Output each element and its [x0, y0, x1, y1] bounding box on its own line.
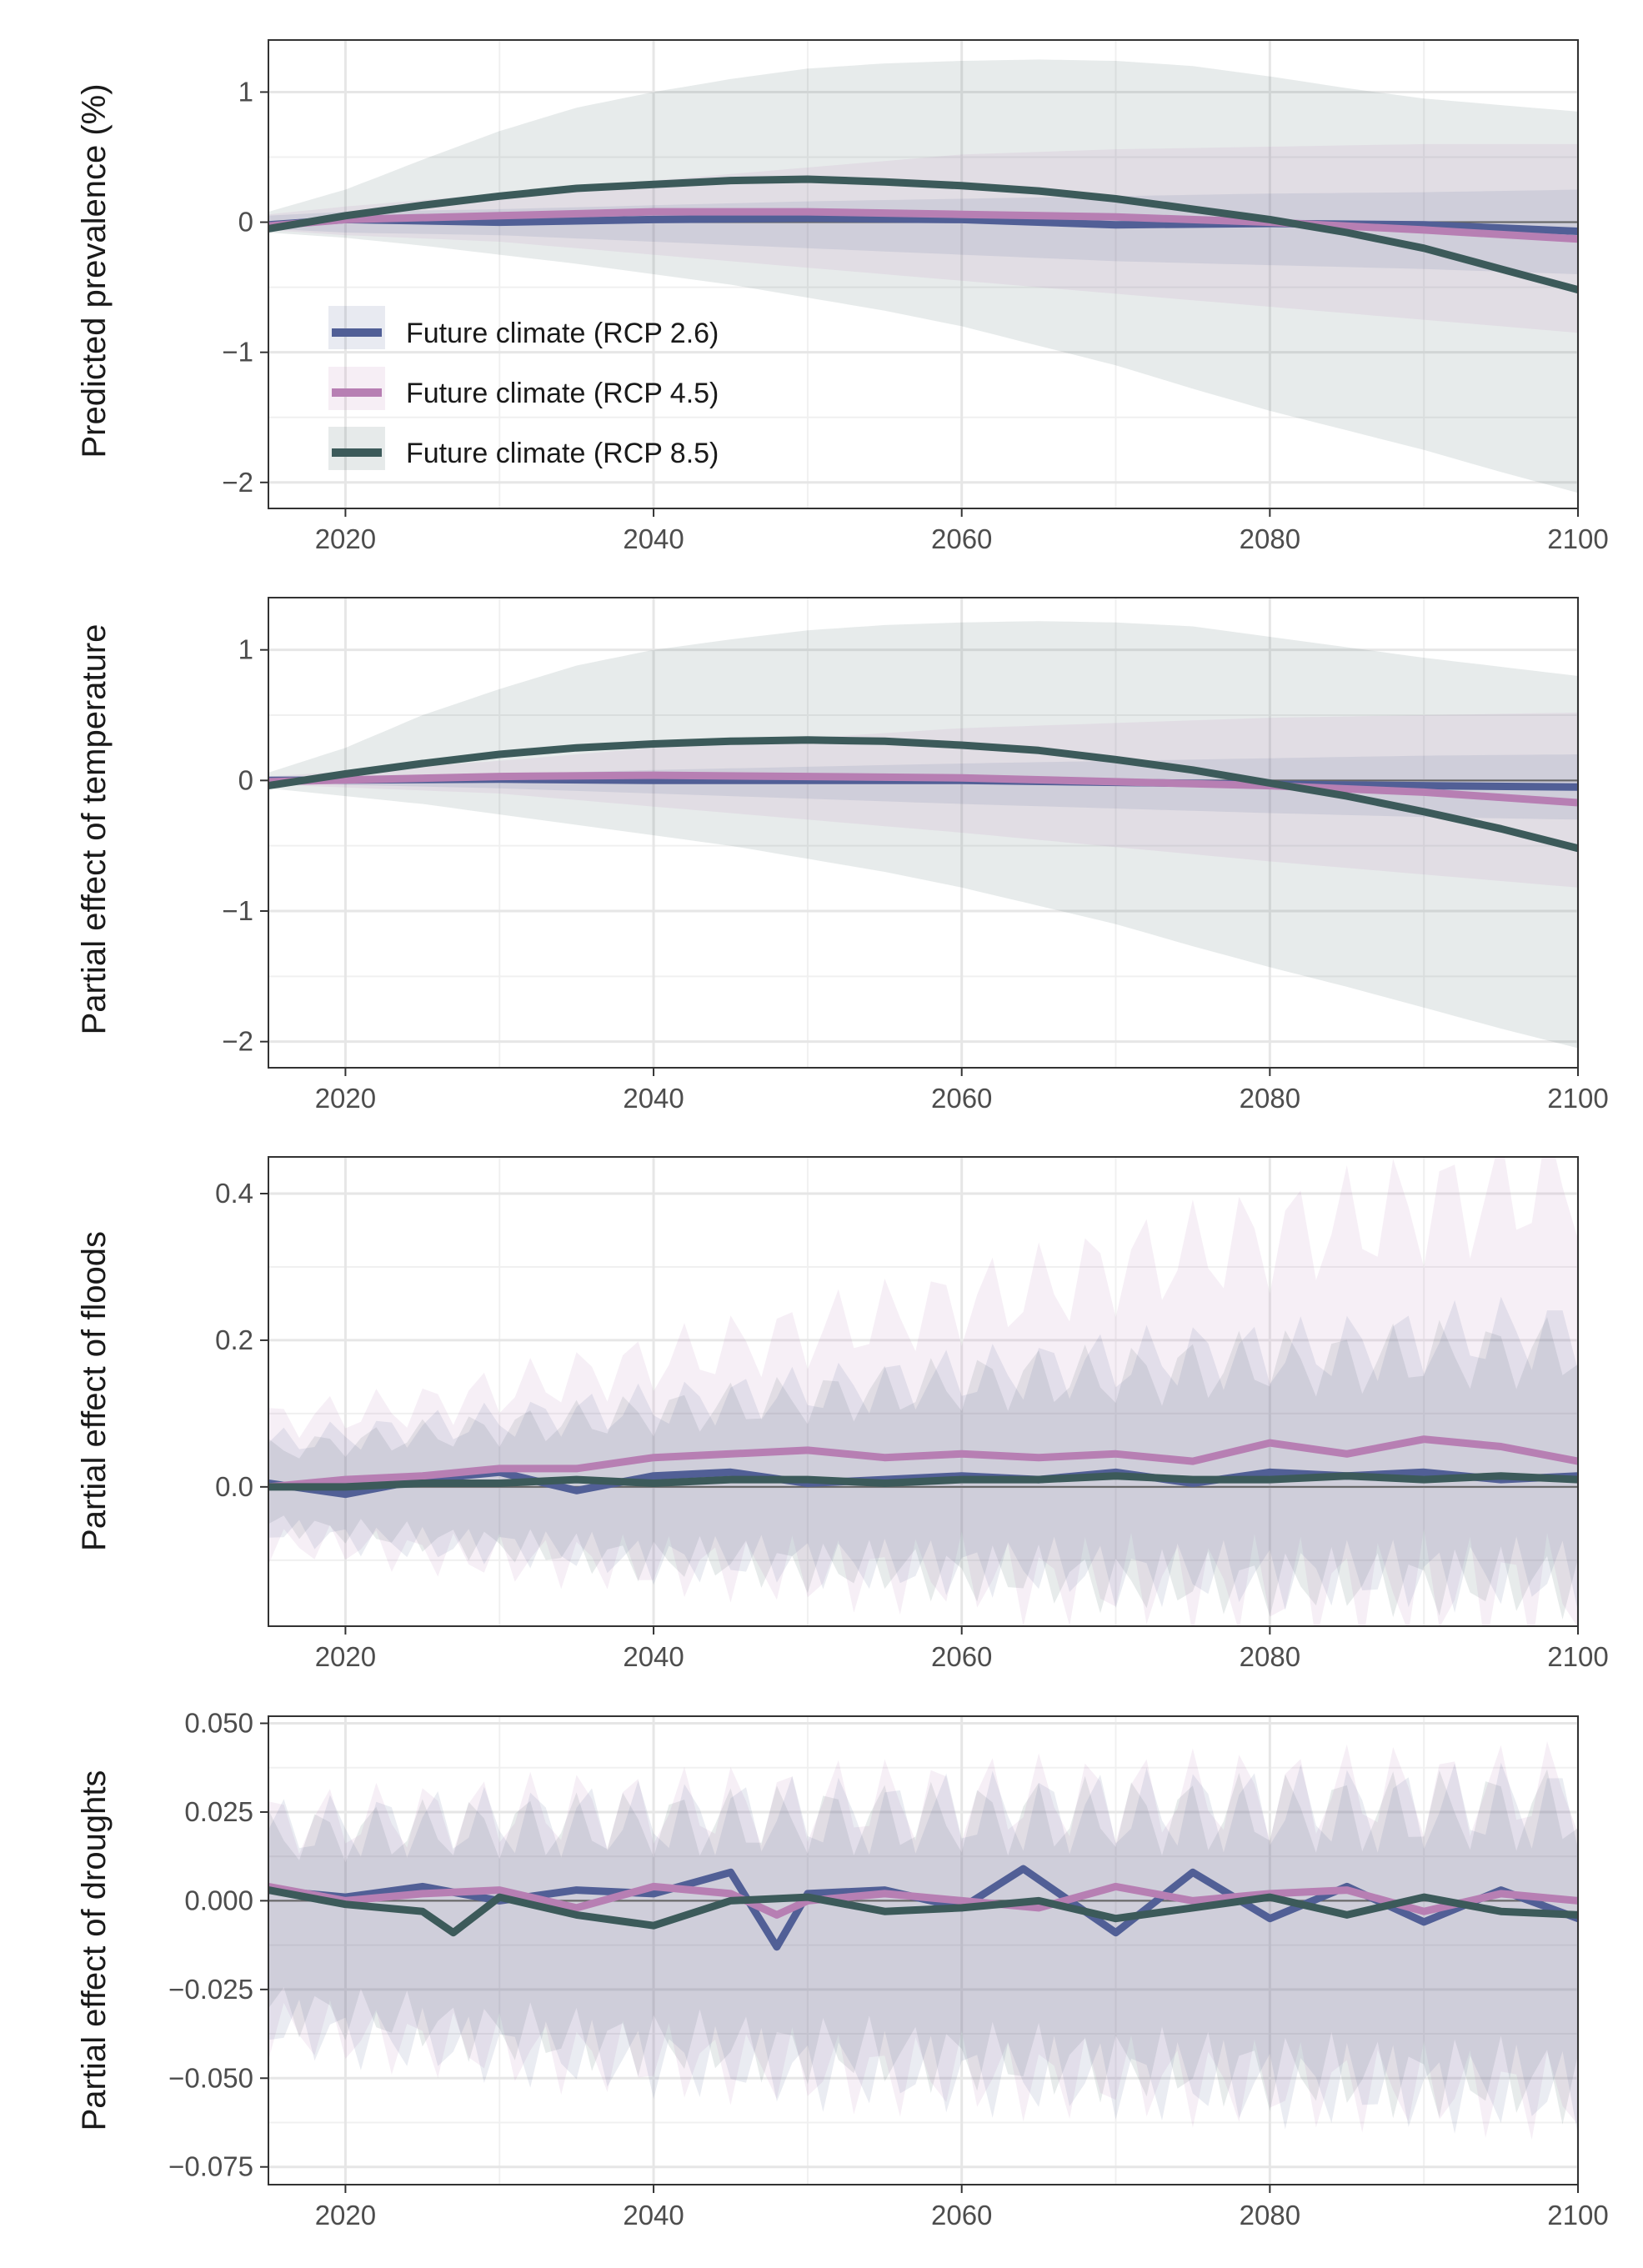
y-tick-label: 0: [238, 207, 253, 238]
y-tick-label: 1: [238, 634, 253, 665]
y-tick-label: −1: [222, 895, 253, 926]
series-line-rcp45: [268, 208, 1578, 243]
y-tick-label: −0.025: [168, 1974, 253, 2005]
y-tick-label: −1: [222, 337, 253, 368]
confidence-band-rcp85: [268, 1769, 1578, 2125]
y-tick-label: 0.4: [215, 1178, 253, 1209]
x-tick-label: 2100: [1547, 523, 1608, 554]
legend-label-rcp85: Future climate (RCP 8.5): [406, 438, 719, 469]
x-tick-label: 2020: [315, 2200, 376, 2230]
plot-area: [268, 59, 1578, 493]
y-axis-title: Partial effect of droughts: [76, 1770, 113, 2131]
x-tick-label: 2060: [931, 523, 992, 554]
confidence-band-rcp85: [268, 621, 1578, 1049]
panel-partial-effect-floods: 0.4 0.2 0.0 2020 2040 2060 2080 2100 Partial eff…: [76, 1156, 1609, 1672]
x-tick-label: 2100: [1547, 2200, 1608, 2230]
legend-item-rcp26: Future climate (RCP 2.6): [328, 306, 719, 349]
x-tick-label: 2080: [1240, 523, 1300, 554]
legend-label-rcp26: Future climate (RCP 2.6): [406, 318, 719, 349]
x-tick-label: 2040: [623, 1083, 684, 1114]
x-tick-label: 2040: [623, 523, 684, 554]
y-tick-label: 0: [238, 764, 253, 795]
panel-border: [268, 1715, 1579, 2185]
y-tick-label: 0.050: [184, 1708, 253, 1739]
y-tick-label: 0.000: [184, 1885, 253, 1915]
y-tick-label: −2: [222, 1026, 253, 1057]
plot-area: [268, 1157, 1578, 1626]
legend-key-rcp26: [328, 306, 385, 349]
y-tick-label: −2: [222, 467, 253, 498]
y-axis-title: Partial effect of floods: [76, 1231, 113, 1551]
confidence-band-rcp26: [268, 1762, 1578, 2136]
series-line-rcp85: [268, 175, 1578, 294]
y-axis-title: Predicted prevalence (%): [76, 83, 113, 458]
confidence-band-rcp45: [268, 712, 1578, 888]
series-line-rcp85: [268, 1886, 1578, 1937]
x-tick-label: 2100: [1547, 1083, 1608, 1114]
x-tick-label: 2040: [623, 2200, 684, 2230]
series-line-rcp85: [268, 1472, 1578, 1491]
panel-partial-effect-droughts: 0.050 0.025 0.000 −0.025 −0.050 −0.075 2020 204…: [76, 1708, 1609, 2230]
panel-border: [268, 39, 1579, 509]
axes: 1 0 −1 −2 2020 2040 2060 2080 2100: [222, 634, 1608, 1114]
confidence-band-rcp45: [268, 1157, 1578, 1626]
confidence-band-rcp85: [268, 1317, 1578, 1620]
axes: 0.050 0.025 0.000 −0.025 −0.050 −0.075 2020 204…: [168, 1708, 1609, 2230]
series-line-rcp45: [268, 1435, 1578, 1491]
panel-background: [268, 598, 1578, 1068]
confidence-band-rcp45: [268, 143, 1578, 333]
y-tick-label: 0.025: [184, 1796, 253, 1827]
plot-area: [268, 1741, 1578, 2140]
legend-label-rcp45: Future climate (RCP 4.5): [406, 378, 719, 409]
legend-item-rcp45: Future climate (RCP 4.5): [328, 367, 719, 410]
panel-border: [268, 1156, 1579, 1627]
y-axis-title: Partial effect of temperature: [76, 624, 113, 1035]
y-tick-label: −0.075: [168, 2151, 253, 2182]
x-tick-label: 2100: [1547, 1641, 1608, 1672]
panel-background: [268, 1716, 1578, 2185]
panel-predicted-prevalence: 1 0 −1 −2 2020 2040 2060 2080 2100 Predicted prev…: [76, 39, 1609, 554]
confidence-band-rcp45: [268, 1741, 1578, 2140]
y-tick-label: 0.0: [215, 1471, 253, 1502]
series-line-rcp85: [268, 736, 1578, 853]
legend-item-rcp85: Future climate (RCP 8.5): [328, 427, 719, 470]
y-tick-label: 1: [238, 76, 253, 107]
axes: 0.4 0.2 0.0 2020 2040 2060 2080 2100: [215, 1178, 1609, 1672]
panel-background: [268, 1157, 1578, 1626]
x-tick-label: 2080: [1240, 1641, 1300, 1672]
panel-background: [268, 40, 1578, 508]
x-tick-label: 2060: [931, 1641, 992, 1672]
series-line-rcp45: [268, 1882, 1578, 1919]
y-tick-label: −0.050: [168, 2062, 253, 2093]
plot-area: [268, 621, 1578, 1049]
x-tick-label: 2020: [315, 523, 376, 554]
panel-partial-effect-temperature: 1 0 −1 −2 2020 2040 2060 2080 2100 Partial effect…: [76, 597, 1609, 1114]
confidence-band-rcp26: [268, 754, 1578, 820]
x-tick-label: 2040: [623, 1641, 684, 1672]
panel-border: [268, 597, 1579, 1069]
legend: Future climate (RCP 2.6) Future climate …: [328, 306, 719, 470]
axes: 1 0 −1 −2 2020 2040 2060 2080 2100: [222, 76, 1608, 554]
x-tick-label: 2080: [1240, 1083, 1300, 1114]
x-tick-label: 2020: [315, 1083, 376, 1114]
confidence-band-rcp85: [268, 59, 1578, 493]
x-tick-label: 2060: [931, 2200, 992, 2230]
series-line-rcp45: [268, 771, 1578, 807]
x-tick-label: 2020: [315, 1641, 376, 1672]
x-tick-label: 2060: [931, 1083, 992, 1114]
y-tick-label: 0.2: [215, 1324, 253, 1355]
x-tick-label: 2080: [1240, 2200, 1300, 2230]
